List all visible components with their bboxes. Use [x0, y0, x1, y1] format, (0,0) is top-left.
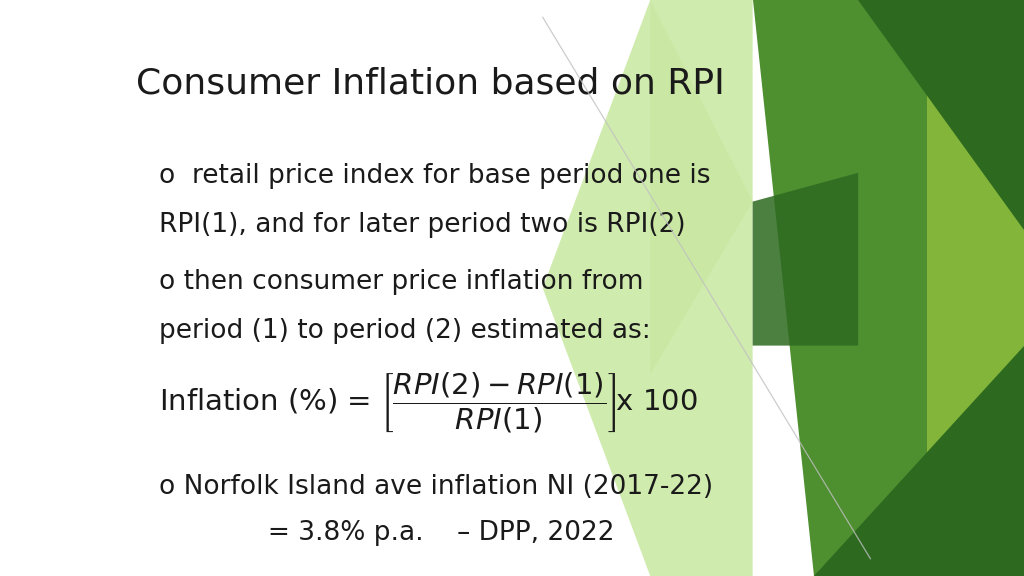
Text: o Norfolk Island ave inflation NI (2017-22): o Norfolk Island ave inflation NI (2017-… [159, 473, 713, 500]
Text: Consumer Inflation based on RPI: Consumer Inflation based on RPI [136, 66, 724, 101]
Polygon shape [814, 346, 1024, 576]
Text: o then consumer price inflation from: o then consumer price inflation from [159, 269, 643, 295]
Polygon shape [753, 173, 858, 346]
Polygon shape [858, 0, 1024, 230]
Polygon shape [753, 0, 927, 576]
Polygon shape [543, 0, 753, 576]
Text: Inflation (%) = $\left[\dfrac{\mathit{RPI}(2)-\mathit{RPI}(1)}{\mathit{RPI}(1)}\: Inflation (%) = $\left[\dfrac{\mathit{RP… [159, 371, 697, 435]
Polygon shape [927, 0, 1024, 576]
Text: o  retail price index for base period one is: o retail price index for base period one… [159, 162, 711, 189]
Text: RPI(1), and for later period two is RPI(2): RPI(1), and for later period two is RPI(… [159, 211, 685, 238]
Text: = 3.8% p.a.    – DPP, 2022: = 3.8% p.a. – DPP, 2022 [159, 520, 614, 546]
Text: period (1) to period (2) estimated as:: period (1) to period (2) estimated as: [159, 318, 650, 344]
Polygon shape [650, 0, 753, 374]
